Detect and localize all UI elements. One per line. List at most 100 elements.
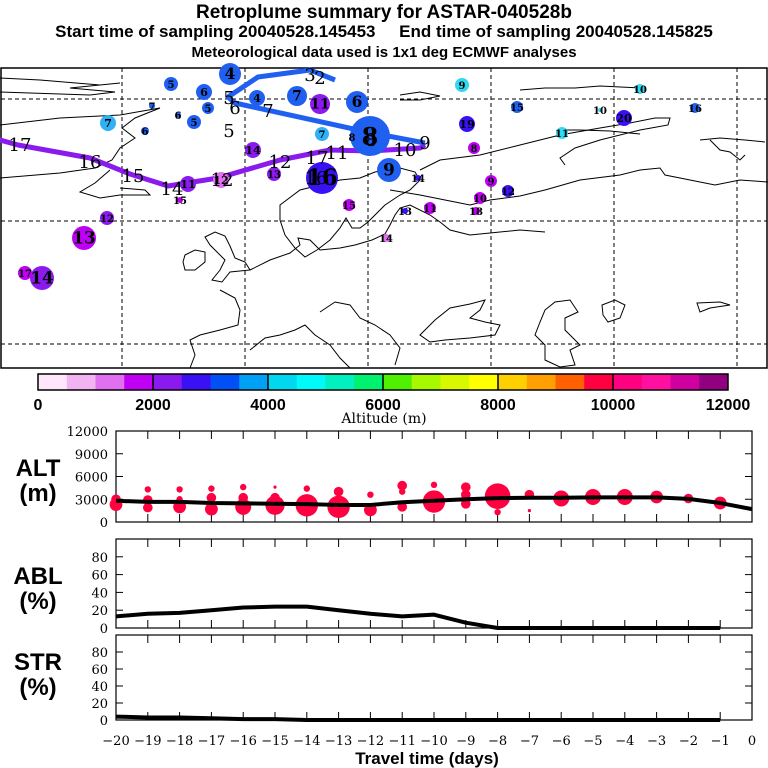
x-tick-label: −3 — [647, 734, 666, 749]
track-day-label: 16 — [305, 168, 328, 189]
y-tick-label: 0 — [100, 516, 108, 531]
cluster-label: 10 — [633, 85, 647, 96]
alt-panel-label: ALT — [16, 455, 61, 482]
colorbar-tick-label: 4000 — [250, 397, 286, 414]
cluster-marker — [287, 86, 307, 106]
x-tick-label: −1 — [711, 734, 730, 749]
cluster-label: 8 — [362, 122, 379, 151]
colorbar-swatch — [584, 374, 614, 390]
cluster-marker — [202, 102, 214, 114]
cluster-marker — [141, 127, 149, 135]
x-tick-label: −15 — [261, 734, 288, 749]
altitude-cluster-point — [461, 499, 471, 509]
cluster-label: 4 — [253, 91, 261, 105]
y-tick-label: 60 — [91, 569, 108, 584]
altitude-cluster-point — [143, 502, 153, 513]
altitude-cluster-point — [430, 481, 438, 489]
cluster-marker — [502, 185, 514, 197]
x-tick-label: −16 — [229, 734, 256, 749]
cluster-marker — [350, 116, 390, 156]
cluster-label: 12 — [213, 173, 229, 187]
cluster-marker — [175, 112, 181, 118]
altitude-cluster-point — [205, 502, 218, 516]
series-line-alt — [115, 495, 753, 512]
cluster-label: 9 — [488, 177, 495, 188]
x-tick-label: −19 — [134, 734, 161, 749]
cluster-label: 15 — [342, 201, 356, 212]
cluster-label: 13 — [72, 227, 95, 247]
x-tick-label: −9 — [456, 734, 475, 749]
time-series-panels: 030006000900012000020406080020406080−20−… — [67, 425, 757, 749]
colorbar-swatch — [699, 374, 729, 390]
y-tick-label: 0 — [100, 622, 108, 637]
cluster-label: 5 — [168, 80, 175, 91]
y-tick-label: 0 — [100, 714, 108, 729]
cluster-label: 18 — [469, 207, 483, 218]
cluster-marker — [267, 167, 281, 181]
x-tick-label: −8 — [488, 734, 507, 749]
cluster-marker — [30, 266, 54, 290]
panel-frame — [115, 634, 753, 721]
y-tick-label: 40 — [91, 586, 108, 601]
cluster-marker — [72, 226, 96, 250]
cluster-label: 5 — [205, 104, 212, 115]
track-day-label: 11 — [326, 143, 349, 164]
cluster-marker — [180, 176, 196, 192]
cluster-label: 7 — [104, 116, 112, 130]
colorbar-swatch — [383, 374, 413, 390]
cluster-marker — [18, 266, 32, 280]
cluster-label: 12 — [501, 187, 515, 198]
x-tick-label: −11 — [388, 734, 415, 749]
cluster-marker — [187, 115, 201, 129]
cluster-label: 6 — [142, 127, 149, 138]
colorbar-swatch — [613, 374, 643, 390]
cluster-marker — [377, 158, 401, 182]
colorbar-swatch — [153, 374, 183, 390]
x-tick-label: −6 — [552, 734, 571, 749]
colorbar-tick-label: 12000 — [706, 397, 751, 414]
x-tick-label: −20 — [102, 734, 129, 749]
cluster-marker — [213, 172, 229, 188]
cluster-marker — [149, 103, 155, 109]
cluster-marker — [468, 142, 480, 154]
series-line-str — [115, 714, 721, 722]
colorbar-swatch — [498, 374, 528, 390]
cluster-marker — [459, 116, 475, 132]
x-tick-label: −18 — [166, 734, 193, 749]
cluster-label: 9 — [459, 81, 466, 92]
cluster-label: 9 — [383, 159, 395, 179]
cluster-label: 7 — [319, 130, 326, 141]
altitude-cluster-point — [399, 488, 406, 495]
colorbar-swatch — [181, 374, 211, 390]
cluster-label: 14 — [245, 143, 261, 157]
cluster-marker — [245, 142, 261, 158]
series-line-abl — [115, 604, 721, 630]
cluster-label: 15 — [173, 196, 187, 207]
track-day-label: 5 — [223, 121, 234, 142]
x-tick-label: −7 — [520, 734, 539, 749]
altitude-cluster-point — [494, 508, 501, 516]
altitude-cluster-point — [144, 486, 151, 493]
y-tick-label: 80 — [91, 551, 108, 566]
panel-str: 0 20 40 60 80 — [91, 634, 753, 729]
colorbar-swatch — [555, 374, 585, 390]
track-day-label: 17 — [306, 148, 329, 169]
cluster-marker — [635, 84, 645, 94]
cluster-marker — [616, 110, 632, 126]
cluster-marker — [424, 202, 436, 214]
cluster-label: 19 — [459, 117, 475, 131]
colorbar-swatch — [38, 374, 68, 390]
cluster-marker — [690, 103, 700, 113]
cluster-label: 8 — [349, 133, 356, 144]
cluster-marker — [343, 199, 355, 211]
track-day-label: 7 — [262, 101, 273, 122]
y-tick-label: 40 — [91, 680, 108, 695]
cluster-label: 16 — [306, 165, 337, 191]
track-day-label: 17 — [9, 135, 32, 156]
altitude-cluster-point — [273, 485, 277, 489]
cluster-marker — [402, 208, 408, 214]
cluster-label: 12 — [100, 214, 114, 225]
cluster-marker — [598, 108, 602, 112]
